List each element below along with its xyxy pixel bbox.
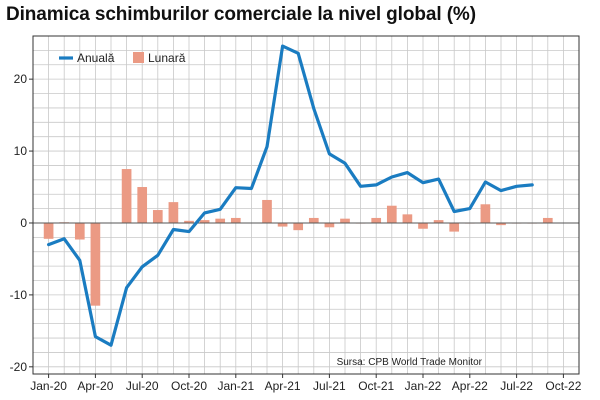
bar-lunara (418, 222, 428, 229)
legend-label-anuala: Anuală (77, 51, 115, 65)
x-tick-label: Jul-21 (313, 379, 346, 393)
bar-lunara (308, 217, 319, 223)
x-tick-label: Jan-21 (217, 379, 254, 393)
source-note: Sursa: CPB World Trade Monitor (337, 357, 483, 368)
x-tick-label: Oct-20 (171, 379, 207, 393)
bar-lunara (199, 220, 210, 223)
bar-lunara (90, 222, 101, 306)
bar-lunara (433, 220, 444, 223)
bar-lunara (184, 220, 194, 223)
bar-lunara (371, 217, 382, 223)
legend-swatch-lunara (133, 52, 144, 63)
bar-lunara (496, 222, 506, 226)
bar-lunara (386, 205, 397, 223)
x-tick-label: Jan-20 (30, 379, 67, 393)
x-tick-label: Apr-20 (77, 379, 113, 393)
x-tick-label: Jul-20 (126, 379, 159, 393)
bar-lunara (340, 218, 350, 223)
bar-lunara (43, 222, 54, 239)
bar-lunara (542, 217, 553, 223)
x-tick-label: Jan-22 (405, 379, 442, 393)
x-tick-label: Oct-21 (358, 379, 394, 393)
x-tick-label: Apr-21 (265, 379, 301, 393)
bar-lunara (324, 222, 335, 228)
y-tick-label: 20 (14, 72, 28, 86)
chart-title: Dinamica schimburilor comerciale la nive… (6, 4, 476, 25)
plot-border (32, 35, 580, 375)
bar-lunara (262, 199, 272, 223)
x-tick-label: Jul-22 (500, 379, 533, 393)
x-tick-label: Apr-22 (452, 379, 488, 393)
bar-lunara (74, 222, 85, 240)
bar-lunara (137, 187, 148, 223)
bar-lunara (230, 217, 241, 223)
bar-lunara (293, 222, 304, 231)
bar-lunara (402, 214, 413, 223)
bar-lunara (449, 222, 460, 232)
bar-lunara (277, 222, 288, 227)
y-tick-label: -20 (10, 360, 28, 374)
y-tick-label: 0 (20, 216, 27, 230)
y-tick-label: -10 (10, 288, 28, 302)
bar-lunara (215, 218, 226, 223)
bar-lunara (168, 202, 179, 223)
bar-lunara (121, 169, 132, 223)
legend-label-lunara: Lunară (148, 51, 186, 65)
y-tick-label: 10 (14, 144, 28, 158)
bar-lunara (480, 204, 491, 223)
x-tick-label: Oct-22 (545, 379, 581, 393)
bar-lunara (152, 210, 163, 223)
line-anuala (46, 44, 534, 347)
